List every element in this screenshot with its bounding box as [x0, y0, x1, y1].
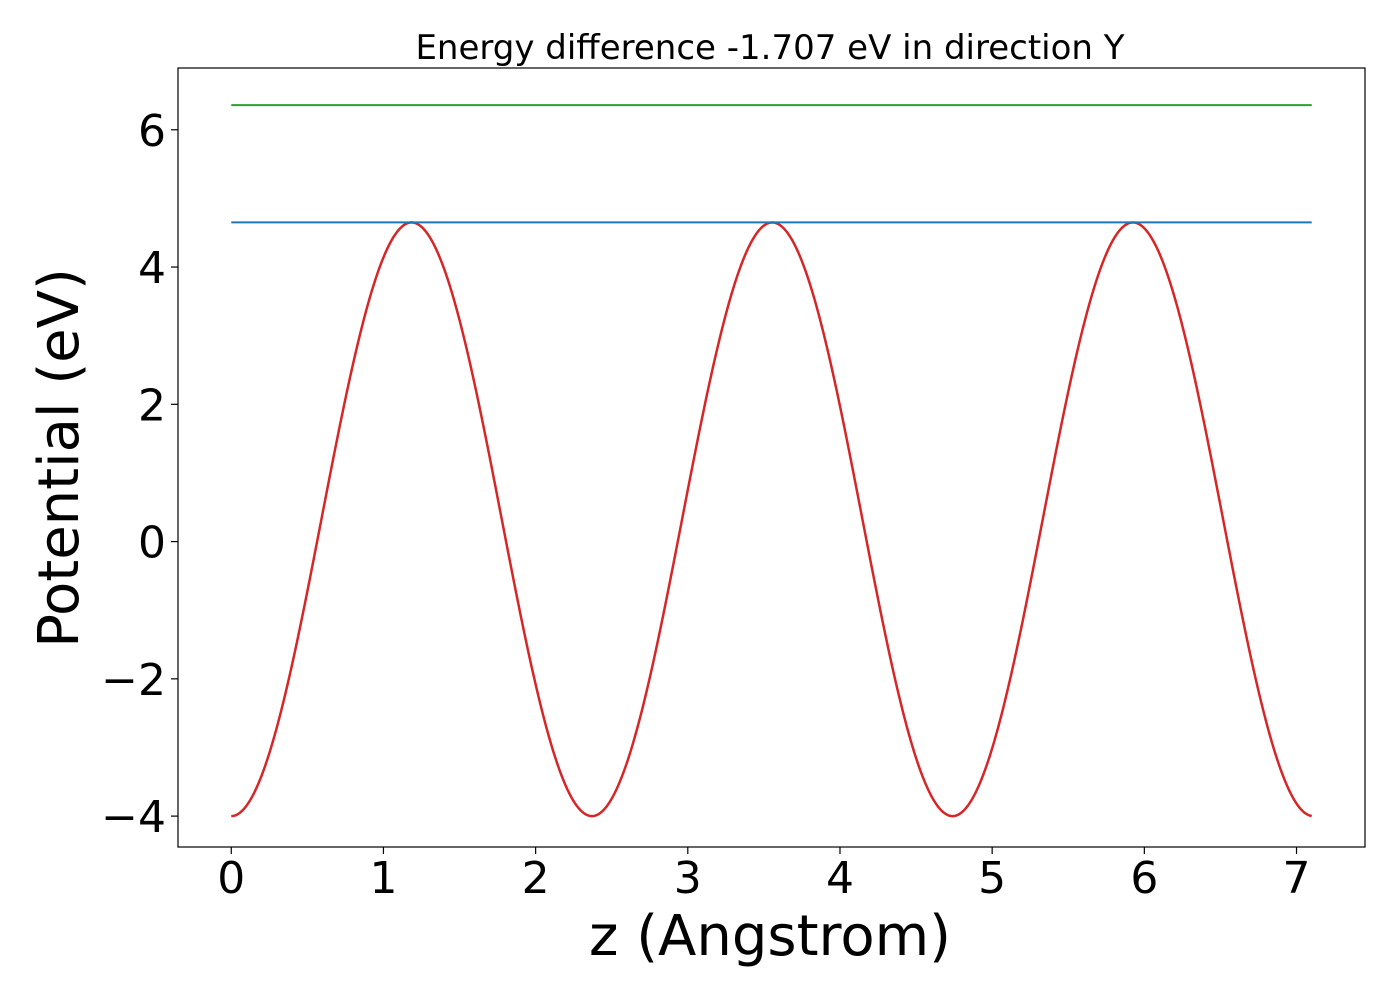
y-tick-label: 2	[138, 380, 166, 431]
y-tick-label: 6	[138, 106, 166, 157]
chart-title: Energy difference -1.707 eV in direction…	[415, 28, 1124, 68]
x-tick-label: 5	[978, 853, 1006, 904]
x-tick-label: 4	[826, 853, 854, 904]
y-tick-label: −4	[101, 792, 166, 843]
x-tick-label: 7	[1283, 853, 1311, 904]
y-tick-label: 4	[138, 243, 166, 294]
x-tick-label: 1	[369, 853, 397, 904]
y-axis: −4 −2 0 2 4 6	[101, 106, 178, 843]
x-tick-label: 3	[674, 853, 702, 904]
y-axis-label: Potential (eV)	[27, 268, 92, 648]
x-tick-label: 0	[217, 853, 245, 904]
x-axis: 0 1 2 3 4 5 6 7	[217, 847, 1311, 904]
x-tick-label: 6	[1130, 853, 1158, 904]
x-tick-label: 2	[522, 853, 550, 904]
plot-frame	[177, 67, 1366, 848]
y-tick-label: −2	[101, 655, 166, 706]
x-axis-label: z (Angstrom)	[589, 904, 951, 969]
series-layer	[231, 104, 1313, 818]
plot-area	[177, 67, 1366, 848]
y-tick-label: 0	[138, 518, 166, 569]
